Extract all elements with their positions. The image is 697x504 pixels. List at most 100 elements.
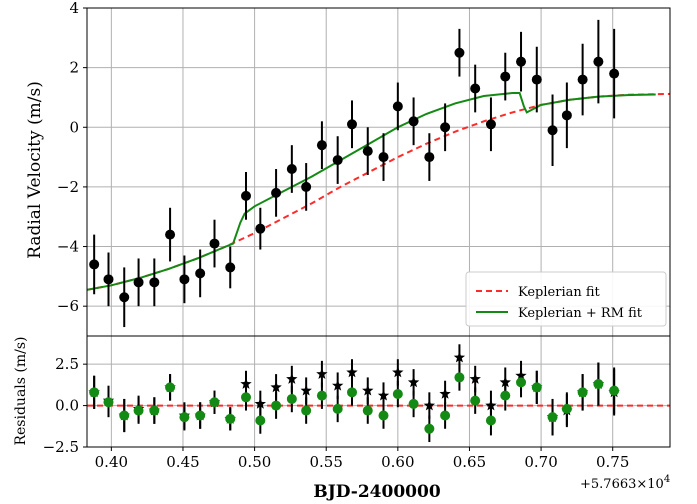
rv-data-point	[133, 277, 144, 288]
legend-box	[465, 271, 667, 327]
rm-residual-point	[440, 410, 451, 421]
rv-data-point	[149, 277, 160, 288]
rv-y-tick-label: 2	[69, 59, 79, 77]
rm-residual-point	[179, 412, 190, 423]
kepler-residual-point	[362, 384, 374, 396]
rv-data-point	[271, 187, 282, 198]
rm-residual-point	[593, 379, 604, 390]
kepler-residual-point	[469, 373, 481, 384]
keplerian-fit-line	[86, 92, 671, 291]
kepler-residual-point	[332, 379, 344, 391]
rm-residual-point	[286, 393, 297, 404]
rm-residual-point	[424, 423, 435, 434]
x-axis-label: BJD-2400000	[313, 482, 440, 502]
rv-data-point	[561, 110, 572, 121]
x-tick-label: 0.45	[166, 453, 199, 471]
kepler-residual-point	[499, 376, 511, 388]
rv-y-tick-label: 0	[69, 118, 79, 136]
residual-y-tick-label: 2.5	[55, 355, 79, 373]
rm-residual-point	[165, 382, 176, 393]
rv-legend: Keplerian fit Keplerian + RM fit	[465, 271, 667, 327]
kepler-residual-point	[407, 376, 420, 388]
kepler-residual-point	[439, 388, 451, 399]
rv-data-point	[119, 292, 130, 303]
rm-residual-point	[500, 390, 511, 401]
kepler-residual-point	[270, 381, 282, 393]
kepler-residual-point	[286, 373, 298, 384]
rv-data-point	[440, 122, 451, 133]
rm-residual-point	[316, 390, 327, 401]
rv-data-point	[255, 223, 266, 234]
rv-data-point	[593, 56, 604, 67]
rv-data-point	[485, 119, 496, 130]
rm-residual-point	[531, 382, 542, 393]
rm-fit-line	[86, 92, 656, 291]
rm-residual-point	[255, 415, 266, 426]
rv-data-point	[225, 262, 236, 273]
x-tick-label: 0.75	[596, 453, 629, 471]
rv-data-point	[470, 83, 481, 94]
x-tick-label: 0.50	[238, 453, 271, 471]
rv-data-point	[454, 47, 465, 58]
residual-y-axis-label: Residuals (m/s)	[13, 336, 29, 445]
rv-data-point	[241, 190, 251, 201]
rm-residual-point	[301, 405, 312, 416]
kepler-residual-point	[254, 397, 266, 409]
residual-y-tick-label: 0.0	[55, 397, 79, 415]
rv-data-point	[195, 268, 206, 279]
rv-y-tick-label: 4	[69, 0, 79, 17]
rm-residual-point	[225, 413, 236, 424]
rv-data-point	[424, 152, 435, 163]
residual-plot-frame	[86, 335, 671, 448]
residual-y-ticks: −2.5 0.0 2.5	[43, 355, 87, 456]
rm-residual-point	[516, 377, 527, 388]
rv-observations	[89, 19, 620, 328]
legend-rm-label: Keplerian + RM fit	[518, 306, 643, 321]
rm-residual-point	[271, 400, 282, 411]
kepler-residual-point	[316, 368, 328, 379]
kepler-residual-point	[485, 399, 497, 411]
x-tick-label: 0.70	[524, 453, 557, 471]
rv-y-tick-label: −4	[57, 238, 79, 256]
rv-y-axis-label: Radial Velocity (m/s)	[25, 81, 45, 259]
rv-data-point	[547, 125, 558, 136]
rm-residual-point	[577, 387, 588, 398]
rv-data-point	[165, 229, 176, 240]
rm-residual-point	[195, 410, 206, 421]
rm-residual-point	[485, 415, 496, 426]
rm-residual-point	[609, 385, 620, 396]
rm-residual-point	[133, 405, 144, 416]
rv-data-point	[577, 74, 588, 85]
residual-panel: −2.5 0.0 2.5 Residuals (m/s)	[13, 335, 671, 456]
rm-residual-point	[362, 405, 373, 416]
rv-data-point	[609, 68, 620, 79]
rv-panel: −6 −4 −2 0 2 4 Radial Velocity (m/s) Kepleria…	[25, 0, 671, 337]
kepler-residual-point	[423, 399, 436, 411]
rm-residual-point	[561, 403, 572, 414]
rm-residual-point	[547, 412, 558, 423]
kepler-residual-point	[377, 389, 390, 401]
rm-residual-point	[119, 410, 130, 421]
rm-residual-point	[408, 398, 419, 409]
rv-y-tick-label: −2	[57, 178, 79, 196]
rv-data-point	[362, 146, 373, 157]
rv-data-point	[103, 274, 114, 285]
rv-data-point	[89, 259, 100, 270]
rm-residual-point	[470, 395, 481, 406]
residual-points	[88, 344, 620, 443]
rv-y-ticks: −6 −4 −2 0 2 4	[57, 0, 87, 315]
rm-residual-point	[392, 388, 403, 399]
rv-data-point	[301, 181, 312, 192]
legend-keplerian-label: Keplerian fit	[518, 285, 601, 300]
x-tick-label: 0.60	[381, 453, 414, 471]
rm-residual-point	[103, 397, 114, 408]
rv-fit-curves	[86, 92, 671, 291]
kepler-residual-point	[240, 378, 252, 389]
rm-residual-point	[332, 403, 343, 414]
rm-residual-point	[209, 397, 220, 408]
kepler-residual-point	[515, 369, 527, 381]
rv-y-tick-label: −6	[57, 297, 79, 315]
x-ticks: 0.40 0.45 0.50 0.55 0.60 0.65 0.70 0.75	[95, 447, 629, 471]
rv-data-point	[179, 274, 190, 285]
